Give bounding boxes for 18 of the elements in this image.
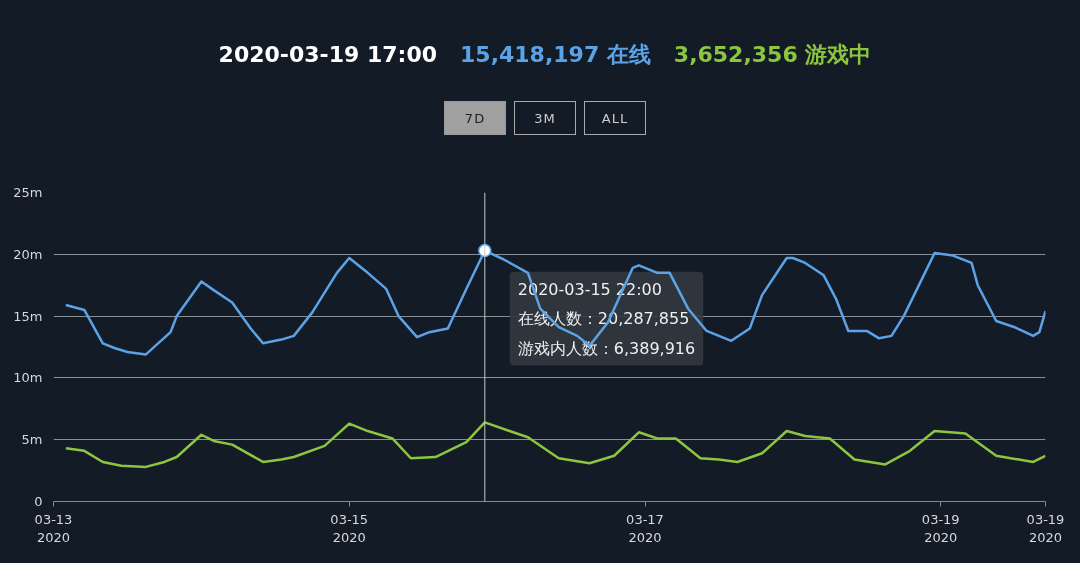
y-tick-label: 20m — [13, 246, 43, 262]
y-tick-label: 0 — [34, 494, 43, 509]
chart-title: 2020-03-19 17:00 — [218, 42, 438, 67]
x-tick-label: 03-19 2020 — [921, 511, 960, 545]
y-tick-label: 15m — [13, 308, 43, 324]
x-tick-label: 03-15 2020 — [330, 511, 369, 545]
x-tick-label: 03-13 2020 — [34, 511, 73, 545]
x-tick-label: 03-17 2020 — [626, 511, 664, 545]
text: ALL — [584, 101, 646, 135]
text: 3M — [514, 101, 576, 135]
y-tick-label: 5m — [21, 432, 43, 448]
x-tick-label: 03-19 2020 — [1026, 511, 1065, 545]
line-series — [64, 421, 1046, 469]
y-tick-label: 10m — [13, 370, 43, 386]
text: 15,418,197 在线 — [460, 42, 651, 67]
y-tick-label: 25m — [13, 185, 43, 200]
text: 7D — [444, 101, 506, 135]
text: 3,652,356 游戏中 — [673, 42, 872, 67]
